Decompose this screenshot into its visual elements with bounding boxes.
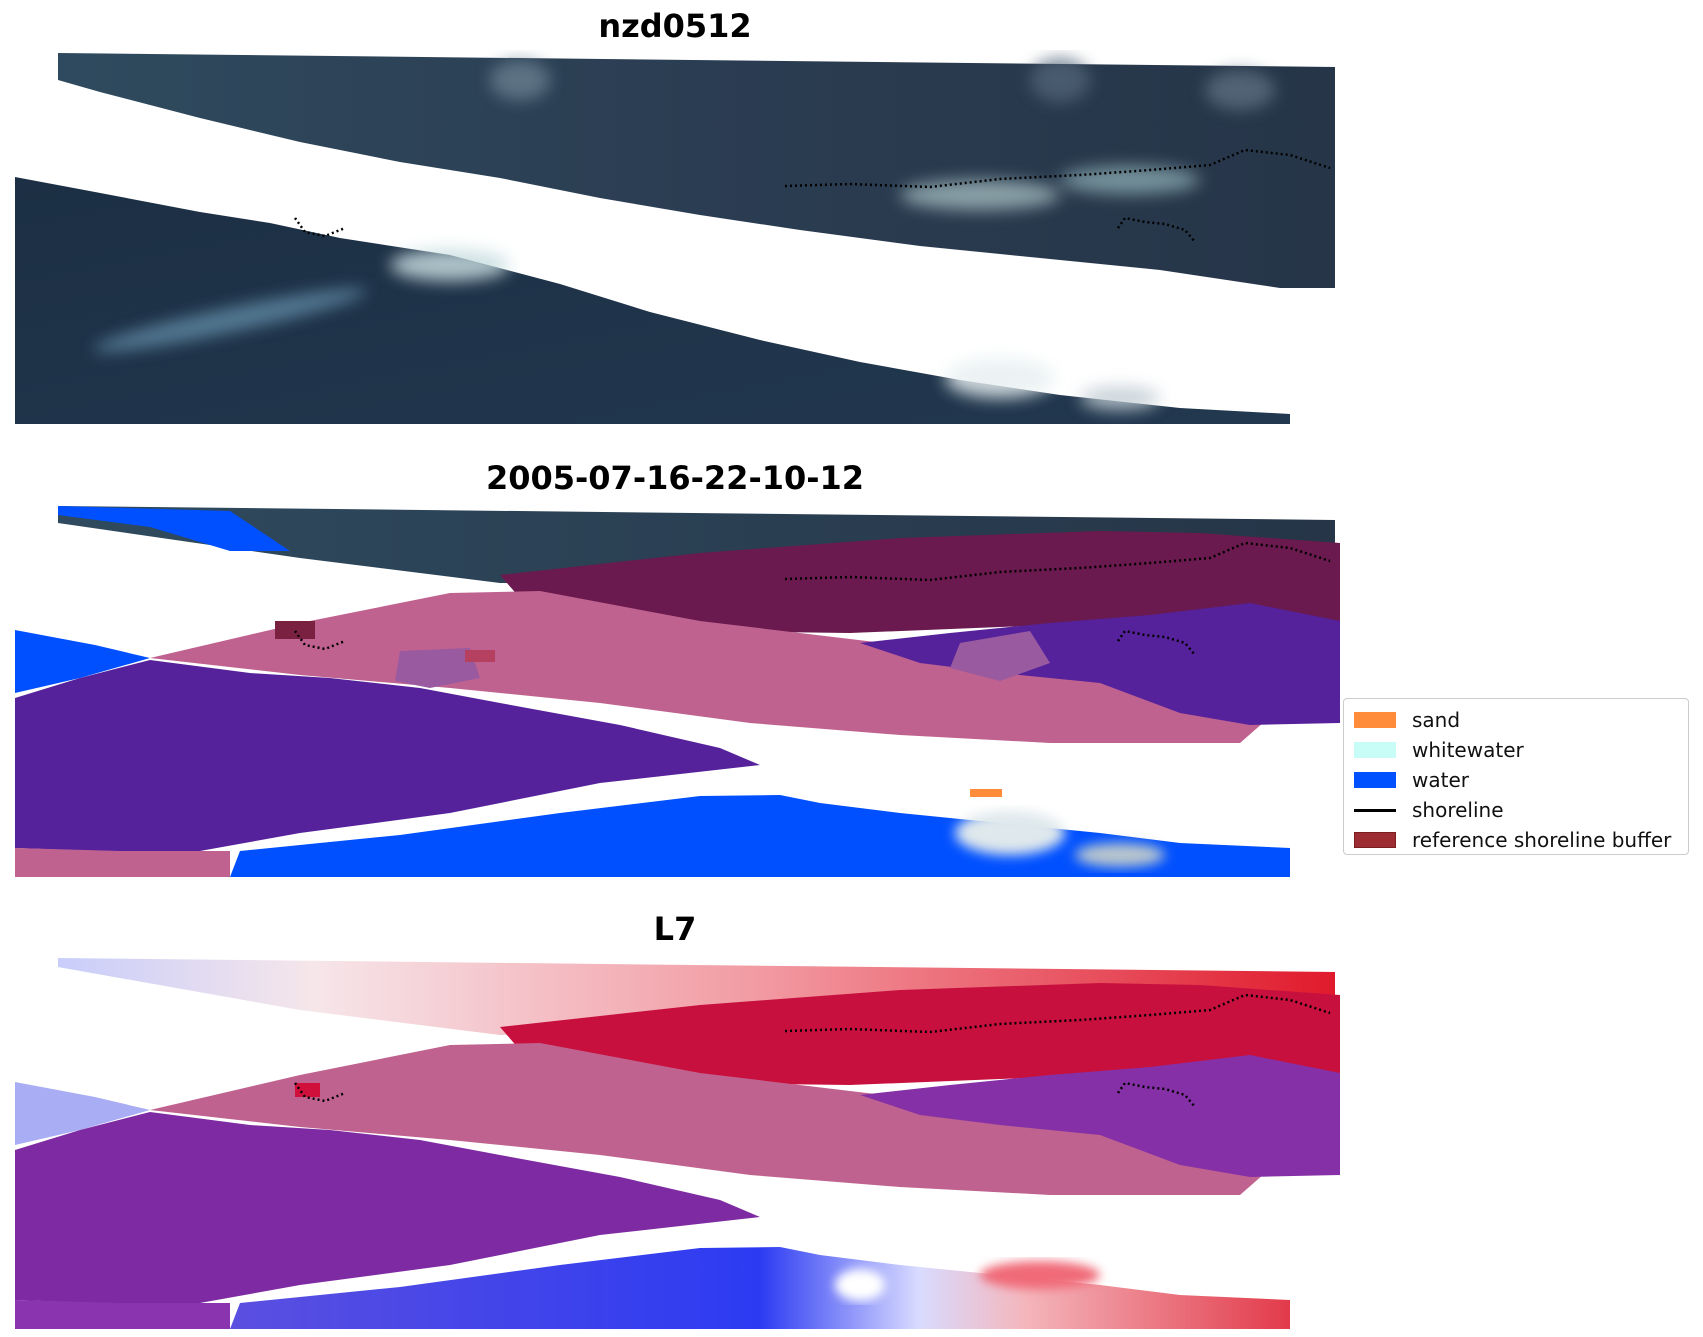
index-purple-upper-right	[860, 1055, 1340, 1177]
legend-label-sand: sand	[1412, 708, 1461, 732]
rgb-image-panel	[15, 53, 1335, 424]
water-region-bottom	[230, 795, 1290, 877]
legend: sand whitewater water shoreline referenc…	[1343, 698, 1689, 855]
buffer-dark-upper	[500, 531, 1340, 633]
legend-item-sand: sand	[1354, 705, 1678, 735]
legend-swatch-water	[1354, 772, 1396, 788]
legend-item-buffer: reference shoreline buffer	[1354, 825, 1678, 855]
shoreline-small-2	[1116, 216, 1196, 243]
class-purple-upper-right	[860, 603, 1340, 725]
legend-label-water: water	[1412, 768, 1469, 792]
buffer-pink-band	[150, 591, 1280, 743]
class-purple-lower	[15, 660, 760, 851]
panel-title-3: L7	[653, 910, 697, 948]
rgb-upper-swath	[58, 53, 1335, 288]
water-region-top	[58, 506, 290, 551]
sand-patch	[970, 789, 1002, 797]
classification-panel	[15, 506, 1340, 877]
legend-swatch-buffer	[1354, 832, 1396, 848]
buffer-dark-upper	[500, 983, 1340, 1085]
shoreline-upper	[784, 148, 1331, 189]
panel-title-2: 2005-07-16-22-10-12	[485, 459, 865, 497]
legend-label-whitewater: whitewater	[1412, 738, 1524, 762]
buffer-pink-band	[150, 1043, 1280, 1195]
water-region-left	[15, 630, 150, 693]
legend-item-shoreline: shoreline	[1354, 795, 1678, 825]
shoreline-upper	[784, 993, 1331, 1034]
index-lower-swath	[230, 1247, 1290, 1329]
legend-label-shoreline: shoreline	[1412, 798, 1504, 822]
index-panel	[15, 958, 1340, 1329]
rgb-lower-swath	[15, 177, 1290, 424]
legend-label-buffer: reference shoreline buffer	[1412, 828, 1672, 852]
shoreline-small-2	[1116, 629, 1196, 656]
index-purple-lower	[15, 1112, 760, 1303]
legend-item-water: water	[1354, 765, 1678, 795]
shoreline-upper	[784, 541, 1331, 582]
legend-swatch-sand	[1354, 712, 1396, 728]
panel-title-1: nzd0512	[598, 7, 752, 45]
legend-line-shoreline	[1354, 808, 1396, 812]
legend-item-whitewater: whitewater	[1354, 735, 1678, 765]
legend-swatch-whitewater	[1354, 742, 1396, 758]
shoreline-small-2	[1116, 1081, 1196, 1108]
